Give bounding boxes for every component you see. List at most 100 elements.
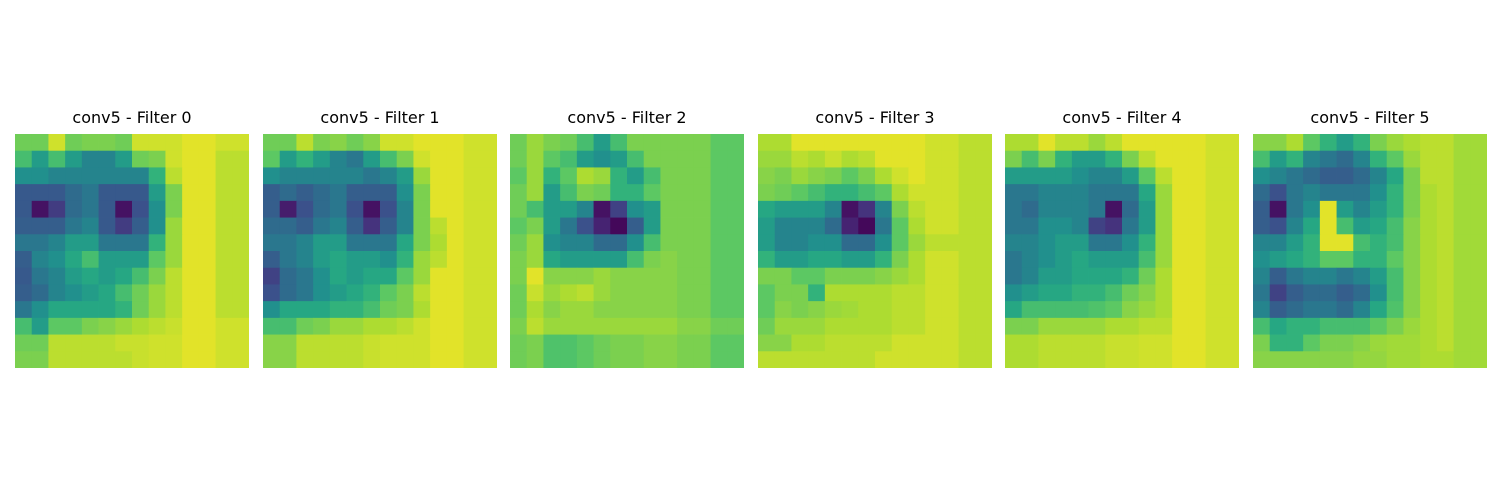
heatmap-cell <box>1420 234 1438 252</box>
heatmap-cell <box>643 351 661 368</box>
heatmap-cell <box>215 234 233 252</box>
heatmap-cell <box>1353 317 1371 335</box>
heatmap-cell <box>693 284 711 302</box>
heatmap-cell <box>1336 150 1354 168</box>
heatmap-cell <box>296 150 314 168</box>
heatmap-cell <box>1005 351 1023 368</box>
heatmap-cell <box>329 134 347 152</box>
heatmap-cell <box>543 200 561 218</box>
heatmap-cell <box>925 267 943 285</box>
heatmap-cell <box>1155 351 1173 368</box>
heatmap-cell <box>329 234 347 252</box>
heatmap-cell <box>1253 234 1271 252</box>
heatmap-cell <box>710 167 728 185</box>
heatmap-cell <box>891 167 909 185</box>
heatmap-cell <box>941 134 959 152</box>
heatmap-cell <box>1222 267 1239 285</box>
heatmap-cell <box>115 150 133 168</box>
heatmap-cell <box>1021 267 1039 285</box>
heatmap-cell <box>413 134 431 152</box>
heatmap-cell <box>296 334 314 352</box>
heatmap-cell <box>346 334 364 352</box>
heatmap-cell <box>1403 351 1421 368</box>
heatmap-cell <box>1403 267 1421 285</box>
heatmap-cell <box>710 217 728 235</box>
heatmap-cell <box>165 267 183 285</box>
heatmap-cell <box>1188 234 1206 252</box>
heatmap-cell <box>446 134 464 152</box>
heatmap-cell <box>1353 184 1371 202</box>
heatmap-cell <box>1303 184 1321 202</box>
heatmap-cell <box>593 150 611 168</box>
heatmap-cell <box>526 251 544 269</box>
heatmap-cell <box>430 200 448 218</box>
heatmap-cell <box>65 167 83 185</box>
heatmap-cell <box>875 317 893 335</box>
heatmap-cell <box>1386 301 1404 319</box>
heatmap-cell <box>430 150 448 168</box>
heatmap-cell <box>1336 251 1354 269</box>
heatmap-cell <box>610 150 628 168</box>
heatmap-cell <box>215 301 233 319</box>
heatmap-cell <box>296 200 314 218</box>
heatmap-cell <box>975 217 992 235</box>
heatmap-cell <box>65 217 83 235</box>
heatmap-cell <box>643 150 661 168</box>
heatmap-cell <box>774 167 792 185</box>
heatmap-cell <box>313 200 331 218</box>
heatmap-cell <box>148 150 166 168</box>
heatmap-cell <box>677 217 695 235</box>
heatmap-cell <box>380 167 398 185</box>
heatmap-cell <box>413 251 431 269</box>
heatmap-cell <box>463 200 481 218</box>
heatmap-cell <box>31 267 49 285</box>
heatmap-cell <box>81 167 99 185</box>
heatmap-cell <box>727 217 744 235</box>
heatmap-cell <box>660 167 678 185</box>
heatmap-cell <box>1071 217 1089 235</box>
heatmap-cell <box>510 200 528 218</box>
heatmap-cell <box>1420 200 1438 218</box>
heatmap-cell <box>148 134 166 152</box>
heatmap-cell <box>1470 134 1487 152</box>
heatmap-cell <box>908 351 926 368</box>
heatmap-cell <box>560 167 578 185</box>
heatmap-cell <box>593 251 611 269</box>
heatmap-cell <box>65 134 83 152</box>
heatmap-cell <box>48 150 66 168</box>
heatmap-cell <box>313 150 331 168</box>
heatmap-cell <box>841 217 859 235</box>
heatmap-cell <box>1071 267 1089 285</box>
heatmap-cell <box>430 184 448 202</box>
heatmap-cell <box>346 251 364 269</box>
heatmap-cell <box>693 167 711 185</box>
heatmap-cell <box>526 234 544 252</box>
heatmap-cell <box>1105 284 1123 302</box>
heatmap-cell <box>841 284 859 302</box>
heatmap-cell <box>908 217 926 235</box>
heatmap-cell <box>232 200 249 218</box>
heatmap-cell <box>346 134 364 152</box>
heatmap-cell <box>363 301 381 319</box>
heatmap-cell <box>677 351 695 368</box>
heatmap-cell <box>1386 267 1404 285</box>
heatmap-cell <box>1122 184 1140 202</box>
heatmap-cell <box>710 134 728 152</box>
heatmap-cell <box>1470 334 1487 352</box>
heatmap-cell <box>610 301 628 319</box>
heatmap-cell <box>710 267 728 285</box>
heatmap-cell <box>1353 251 1371 269</box>
heatmap-cell <box>396 184 414 202</box>
heatmap-cell <box>148 167 166 185</box>
heatmap-cell <box>908 184 926 202</box>
heatmap-cell <box>660 334 678 352</box>
heatmap-cell <box>1055 284 1073 302</box>
heatmap-cell <box>313 351 331 368</box>
heatmap-cell <box>31 234 49 252</box>
heatmap-cell <box>958 234 976 252</box>
heatmap-cell <box>891 134 909 152</box>
heatmap-cell <box>610 267 628 285</box>
heatmap-cell <box>313 184 331 202</box>
heatmap-cell <box>1470 217 1487 235</box>
heatmap-cell <box>313 217 331 235</box>
